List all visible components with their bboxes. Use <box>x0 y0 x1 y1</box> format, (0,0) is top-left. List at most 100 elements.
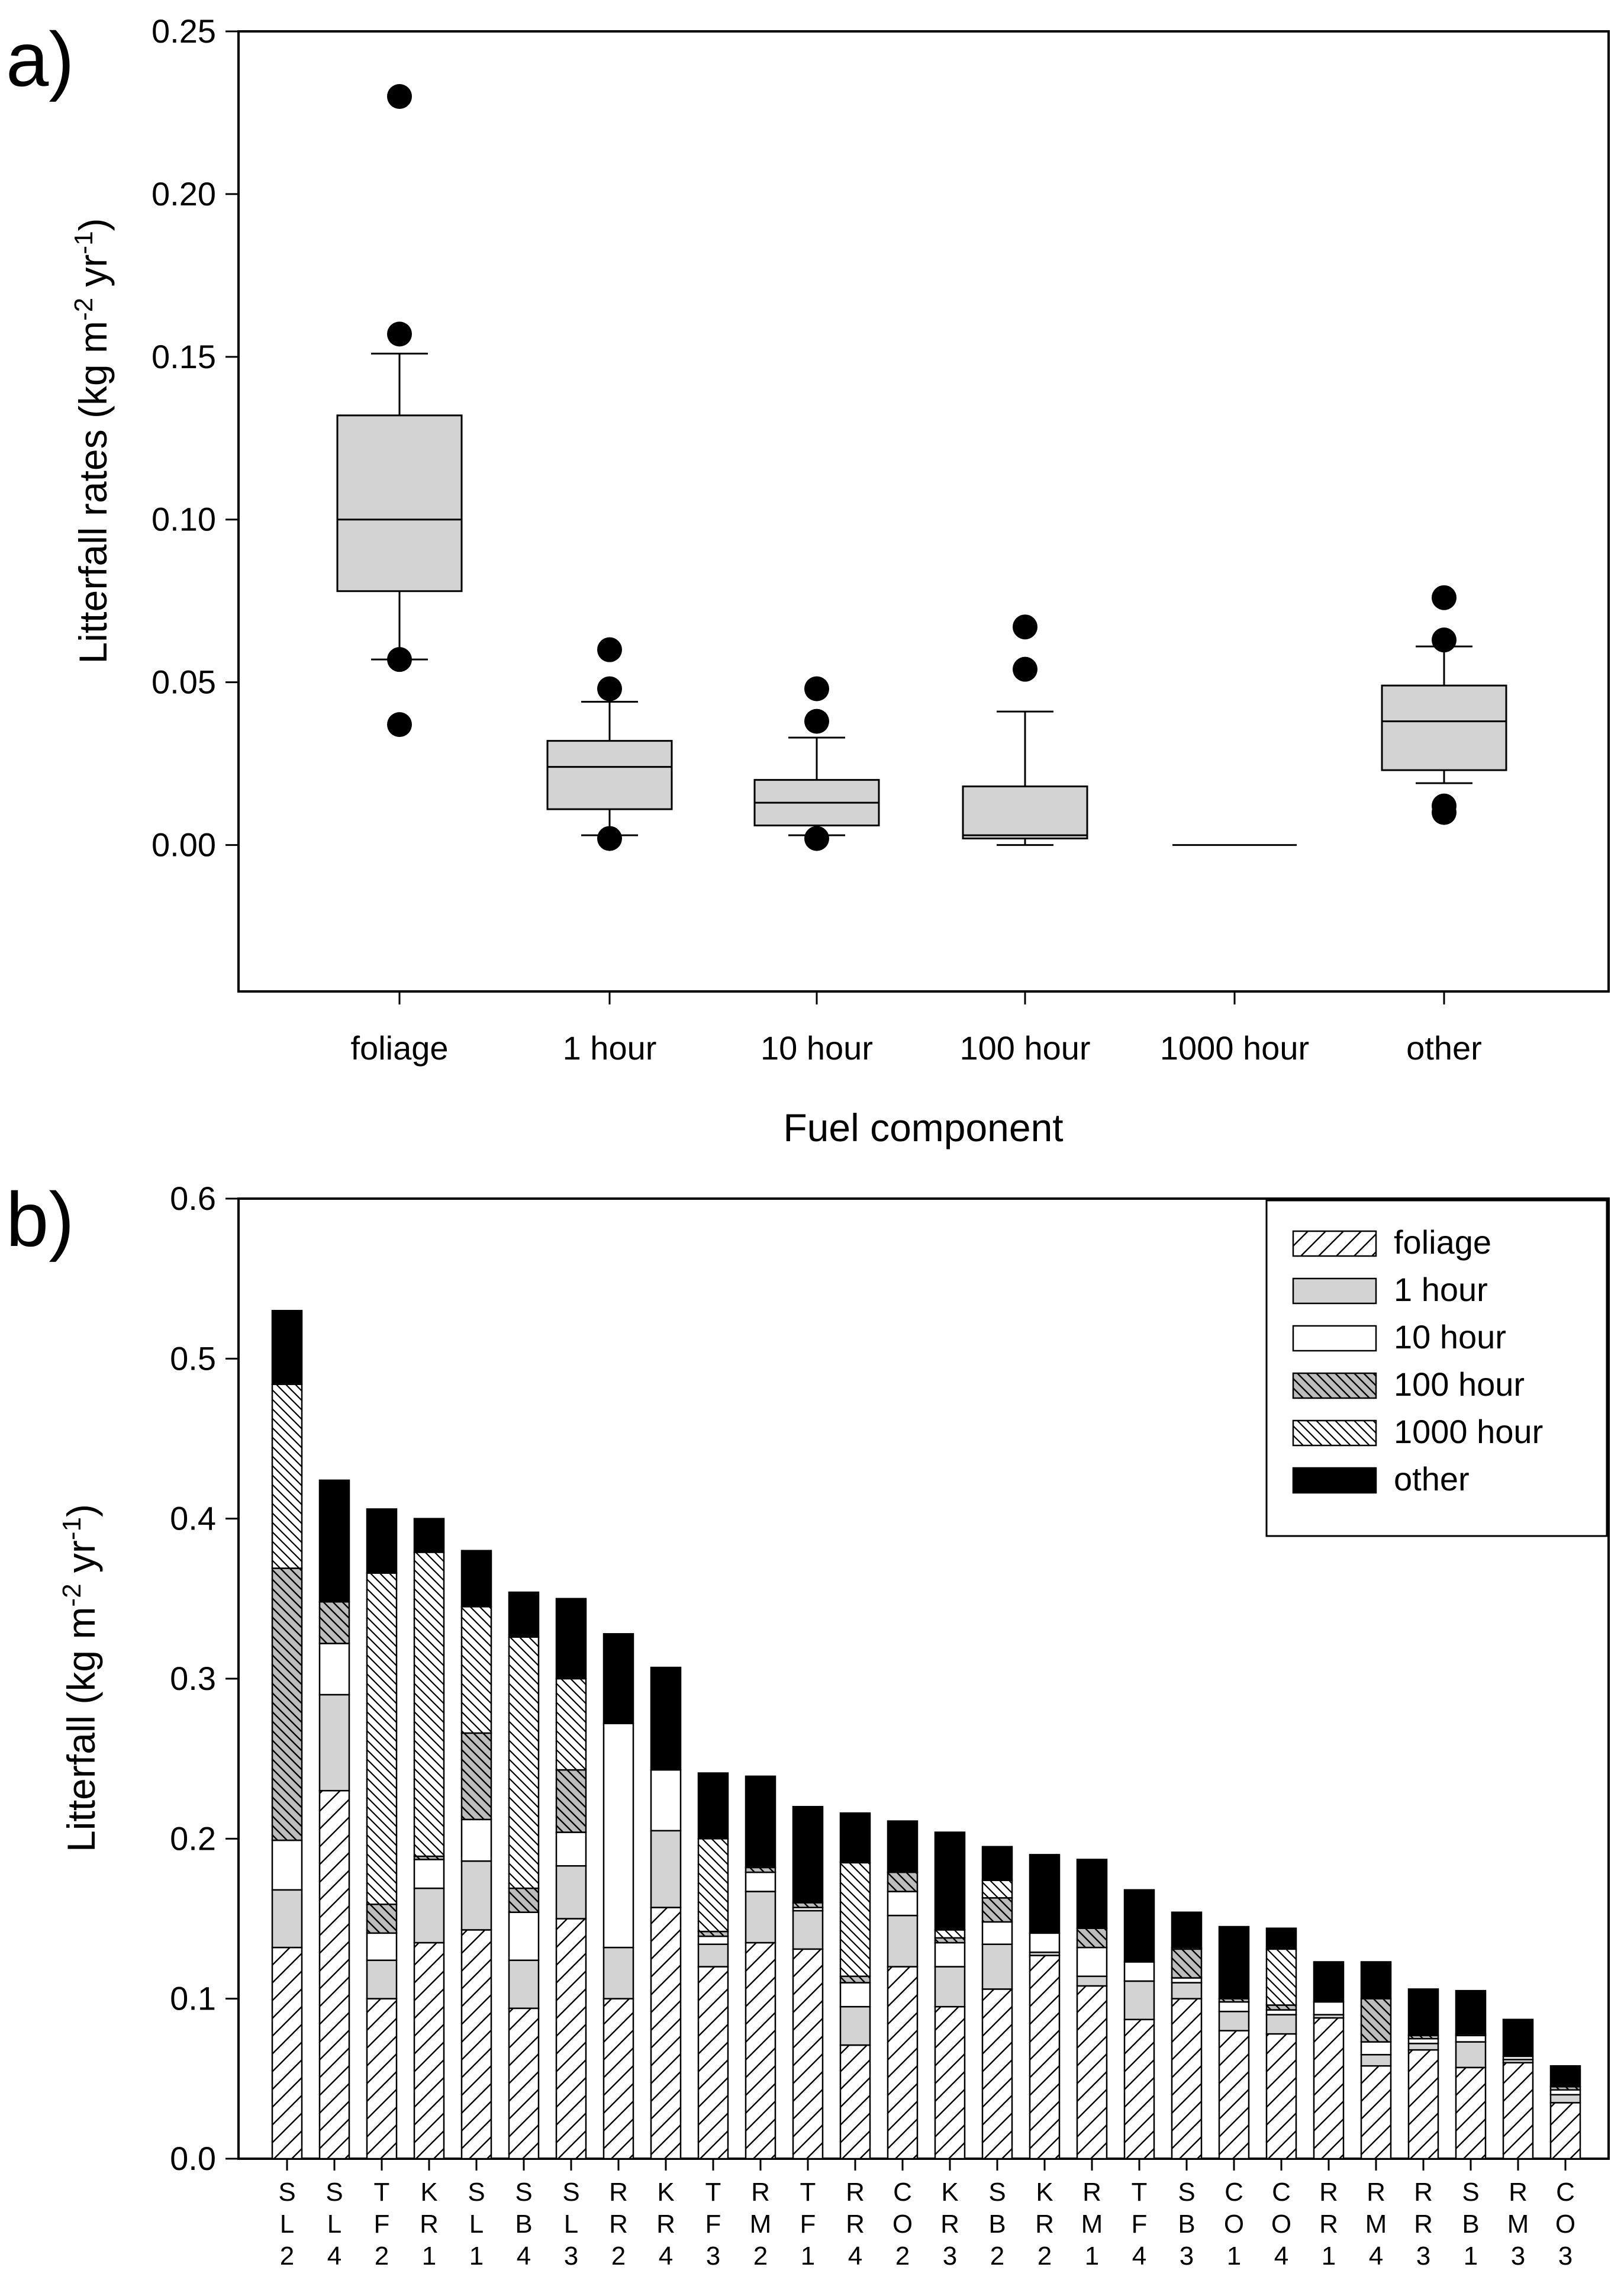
category-label-1-2: 4 <box>327 2242 341 2271</box>
category-label-6-0: S <box>562 2178 579 2207</box>
bar-segment-1-hour-20 <box>1218 2011 1250 2031</box>
box-3 <box>962 614 1088 846</box>
bar-stack-26 <box>1502 2018 1534 2160</box>
b-y-tick-label-3: 0.3 <box>170 1660 216 1697</box>
bar-segment-foliage-24 <box>1407 2049 1439 2160</box>
legend-swatch-100-hour <box>1292 1372 1377 1399</box>
category-label-22-1: R <box>1319 2210 1338 2239</box>
category-label-12-1: R <box>846 2210 865 2239</box>
category-label-21-1: O <box>1271 2210 1291 2239</box>
bar-segment-1-hour-18 <box>1123 1980 1155 2021</box>
outlier-5-1 <box>1432 627 1457 653</box>
bar-segment-1-hour-0 <box>271 1889 303 1949</box>
legend-swatch-1-hour <box>1292 1277 1377 1305</box>
category-label-22-2: 1 <box>1322 2242 1336 2271</box>
bar-segment-foliage-8 <box>650 1907 682 2160</box>
bar-segment-other-27 <box>1549 2065 1581 2088</box>
category-label-10-1: M <box>750 2210 772 2239</box>
category-label-27-2: 3 <box>1558 2242 1573 2271</box>
legend-label-100-hour: 100 hour <box>1394 1366 1525 1403</box>
category-label-3-0: K <box>420 2178 437 2207</box>
legend-label-1-hour: 1 hour <box>1394 1271 1488 1308</box>
bar-stack-7 <box>602 1633 634 2160</box>
y-tick-label-0: 0.00 <box>152 826 216 864</box>
bar-stack-10 <box>745 1775 776 2160</box>
panel-a-x-axis: foliage 1 hour 10 hour 100 hour 1000 hour oth… <box>350 991 1482 1067</box>
bar-stack-3 <box>413 1518 445 2160</box>
bar-segment-other-24 <box>1407 1988 1439 2037</box>
bar-segment-10-hour-10 <box>745 1871 776 1892</box>
bar-segment-1-hour-12 <box>839 2005 871 2046</box>
bar-segment-other-14 <box>934 1831 966 1931</box>
category-label-20-0: C <box>1225 2178 1243 2207</box>
bar-segment-1-hour-8 <box>650 1830 682 1908</box>
category-label-27-0: C <box>1556 2178 1575 2207</box>
bar-segment-1-hour-19 <box>1171 1982 1203 1999</box>
bar-segment-100-hour-19 <box>1171 1948 1203 1979</box>
bar-segment-10-hour-13 <box>887 1891 919 1917</box>
category-label-13-2: 2 <box>895 2242 910 2271</box>
bar-segment-1-hour-9 <box>697 1943 729 1968</box>
ylabel-a-end: ) <box>71 218 115 231</box>
bar-segment-100-hour-12 <box>839 1975 871 1983</box>
bar-segment-1-hour-10 <box>745 1891 776 1944</box>
category-label-17-2: 1 <box>1085 2242 1099 2271</box>
category-label-20-2: 1 <box>1227 2242 1241 2271</box>
category-label-5-2: 4 <box>517 2242 531 2271</box>
category-label-26-2: 3 <box>1511 2242 1525 2271</box>
bar-stack-19 <box>1171 1911 1203 2160</box>
outlier-1-2 <box>597 826 622 851</box>
ylabel-a-sup2: -1 <box>69 231 98 254</box>
bar-stack-21 <box>1265 1927 1297 2160</box>
bar-segment-foliage-23 <box>1360 2065 1392 2160</box>
panel-a-frame <box>237 30 1610 993</box>
bar-segment-10-hour-14 <box>934 1941 966 1968</box>
b-y-tick-label-6: 0.6 <box>170 1180 216 1217</box>
bar-segment-other-9 <box>697 1772 729 1840</box>
bar-segment-other-16 <box>1029 1854 1061 1934</box>
outlier-2-0 <box>804 676 829 701</box>
bar-segment-foliage-2 <box>366 1998 398 2160</box>
bar-segment-100-hour-0 <box>271 1567 303 1841</box>
bar-segment-10-hour-9 <box>697 1935 729 1946</box>
bar-segment-10-hour-17 <box>1076 1946 1108 1978</box>
category-label-22-0: R <box>1319 2178 1338 2207</box>
bar-segment-1-hour-5 <box>508 1959 540 2010</box>
bar-segment-10-hour-3 <box>413 1859 445 1889</box>
panel-b-y-axis-title: Litterfall (kg m-2 yr-1) <box>57 1504 103 1852</box>
outlier-0-1 <box>387 321 412 347</box>
bar-stack-24 <box>1407 1988 1439 2160</box>
y-tick-label-5: 0.25 <box>152 12 216 50</box>
bar-segment-foliage-22 <box>1313 2017 1345 2160</box>
category-label-25-2: 1 <box>1464 2242 1478 2271</box>
bar-segment-10-hour-4 <box>460 1818 492 1862</box>
bar-segment-foliage-1 <box>318 1789 350 2160</box>
outlier-1-0 <box>597 637 622 662</box>
outlier-5-0 <box>1432 585 1457 610</box>
bar-segment-100-hour-23 <box>1360 1998 1392 2043</box>
bar-stack-23 <box>1360 1961 1392 2160</box>
box-iqr-0 <box>336 414 463 593</box>
category-label-4-0: S <box>468 2178 485 2207</box>
category-label-7-1: R <box>609 2210 628 2239</box>
bar-segment-other-3 <box>413 1518 445 1553</box>
category-label-13-1: O <box>892 2210 913 2239</box>
y-tick-label-4: 0.20 <box>152 175 216 212</box>
bar-segment-100-hour-1 <box>318 1601 350 1644</box>
category-label-5-0: S <box>515 2178 532 2207</box>
category-label-7-2: 2 <box>611 2242 626 2271</box>
category-label-18-0: T <box>1132 2178 1148 2207</box>
bar-stack-1 <box>318 1479 350 2160</box>
category-label-14-0: K <box>941 2178 958 2207</box>
bar-segment-100-hour-13 <box>887 1871 919 1892</box>
category-label-9-2: 3 <box>706 2242 720 2271</box>
outlier-3-1 <box>1013 656 1037 682</box>
bar-stack-14 <box>934 1831 966 2160</box>
bar-segment-foliage-26 <box>1502 2062 1534 2160</box>
category-label-12-0: R <box>846 2178 865 2207</box>
bar-segment-other-10 <box>745 1775 776 1869</box>
bar-segment-1-hour-4 <box>460 1860 492 1931</box>
legend-swatch-1000-hour <box>1292 1419 1377 1447</box>
bar-stack-8 <box>650 1666 682 2160</box>
